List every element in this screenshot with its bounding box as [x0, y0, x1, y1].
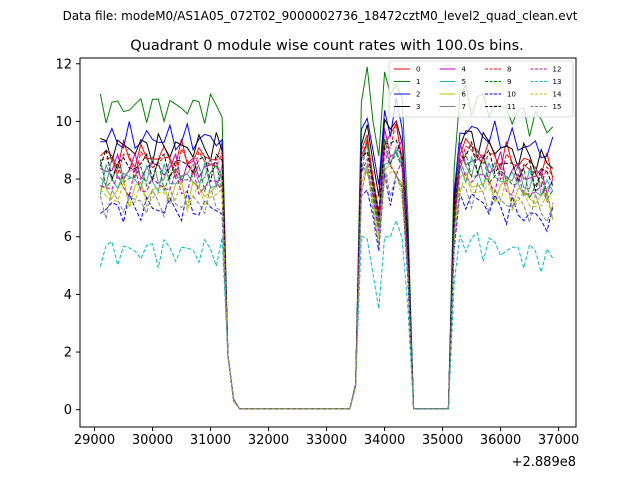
x-offset-label: +2.889e8 [512, 455, 576, 470]
y-tick-label: 2 [64, 346, 72, 361]
legend-label: 13 [553, 78, 562, 86]
series-layer [99, 66, 554, 410]
chart-title: Quadrant 0 module wise count rates with … [130, 38, 524, 54]
x-tick-label: 37000 [538, 433, 579, 448]
plot-frame [79, 57, 577, 428]
series-line-8 [100, 121, 554, 410]
y-tick-label: 10 [55, 115, 72, 130]
series-line-10 [100, 173, 554, 410]
x-tick-label: 31000 [190, 433, 231, 448]
chart-suptitle: Data file: modeM0/AS1A05_072T02_90000027… [63, 9, 578, 23]
plot-area [80, 58, 576, 427]
y-tick-label: 6 [64, 230, 72, 245]
x-tick-label: 33000 [306, 433, 347, 448]
legend-label: 8 [507, 66, 511, 74]
y-tick-label: 12 [55, 57, 72, 72]
legend-label: 2 [416, 91, 420, 99]
y-tick-label: 4 [64, 288, 72, 303]
legend-label: 14 [553, 91, 562, 99]
legend-box [388, 60, 574, 118]
legend-label: 9 [507, 78, 511, 86]
x-tick-label: 36000 [480, 433, 521, 448]
legend-label: 0 [416, 66, 420, 74]
x-tick-label: 29000 [74, 433, 115, 448]
legend-label: 15 [553, 103, 562, 111]
x-tick-label: 32000 [248, 433, 289, 448]
legend-label: 10 [507, 91, 516, 99]
x-tick-label: 30000 [132, 433, 173, 448]
series-line-14 [99, 166, 554, 410]
legend-label: 11 [507, 103, 516, 111]
y-tick-label: 8 [64, 173, 72, 188]
legend-label: 1 [416, 78, 420, 86]
series-line-15 [99, 165, 554, 410]
legend-label: 6 [462, 91, 467, 99]
legend-label: 4 [462, 66, 467, 74]
y-tick-label: 0 [64, 403, 72, 418]
legend-label: 12 [553, 66, 562, 74]
legend-label: 7 [462, 103, 466, 111]
legend-label: 3 [416, 103, 420, 111]
x-tick-label: 34000 [364, 433, 405, 448]
ticks-layer: 29000 30000 31000 32000 33000 34000 35000 36000… [55, 57, 579, 448]
series-line-11 [99, 139, 554, 410]
legend-label: 5 [462, 78, 466, 86]
x-tick-label: 35000 [422, 433, 463, 448]
